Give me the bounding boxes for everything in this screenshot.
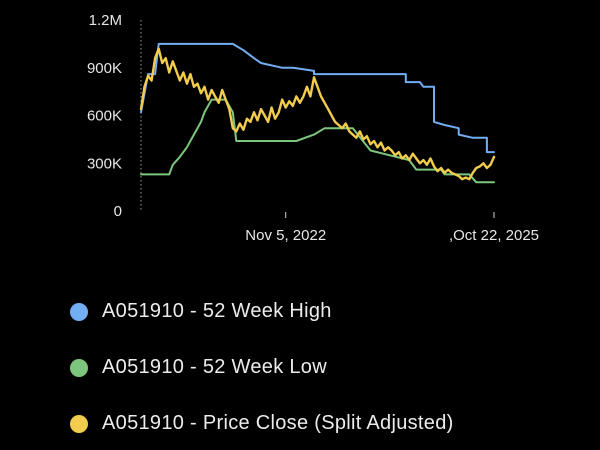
y-tick-label: 0 — [114, 203, 122, 220]
chart-series — [139, 42, 496, 184]
legend-dot-blue — [70, 302, 88, 321]
legend-label: A051910 - 52 Week High — [102, 300, 332, 322]
legend-label: A051910 - 52 Week Low — [102, 356, 327, 378]
x-tick-label: ,Oct 22, 2025 — [449, 227, 539, 244]
series-price-close-line — [139, 47, 496, 181]
legend-dot-green — [70, 358, 88, 377]
series-52-week-high-line — [140, 42, 495, 154]
legend-item-52-week-high[interactable]: A051910 - 52 Week High — [70, 300, 332, 323]
legend-dot-yellow — [70, 414, 88, 433]
legend-item-52-week-low[interactable]: A051910 - 52 Week Low — [70, 356, 327, 379]
x-tick-label: Nov 5, 2022 — [245, 227, 326, 244]
y-tick-label: 1.2M — [89, 12, 122, 29]
y-tick-label: 300K — [87, 155, 122, 172]
legend-label: A051910 - Price Close (Split Adjusted) — [102, 412, 454, 434]
y-tick-label: 600K — [87, 108, 122, 125]
line-chart: 0 300K 600K 900K 1.2M Nov 5, 2022 ,Oct 22, 202… — [87, 12, 539, 244]
chart-axes: 0 300K 600K 900K 1.2M Nov 5, 2022 ,Oct 22, 202… — [87, 12, 539, 244]
y-tick-label: 900K — [87, 60, 122, 77]
legend-item-price-close[interactable]: A051910 - Price Close (Split Adjusted) — [70, 412, 454, 435]
